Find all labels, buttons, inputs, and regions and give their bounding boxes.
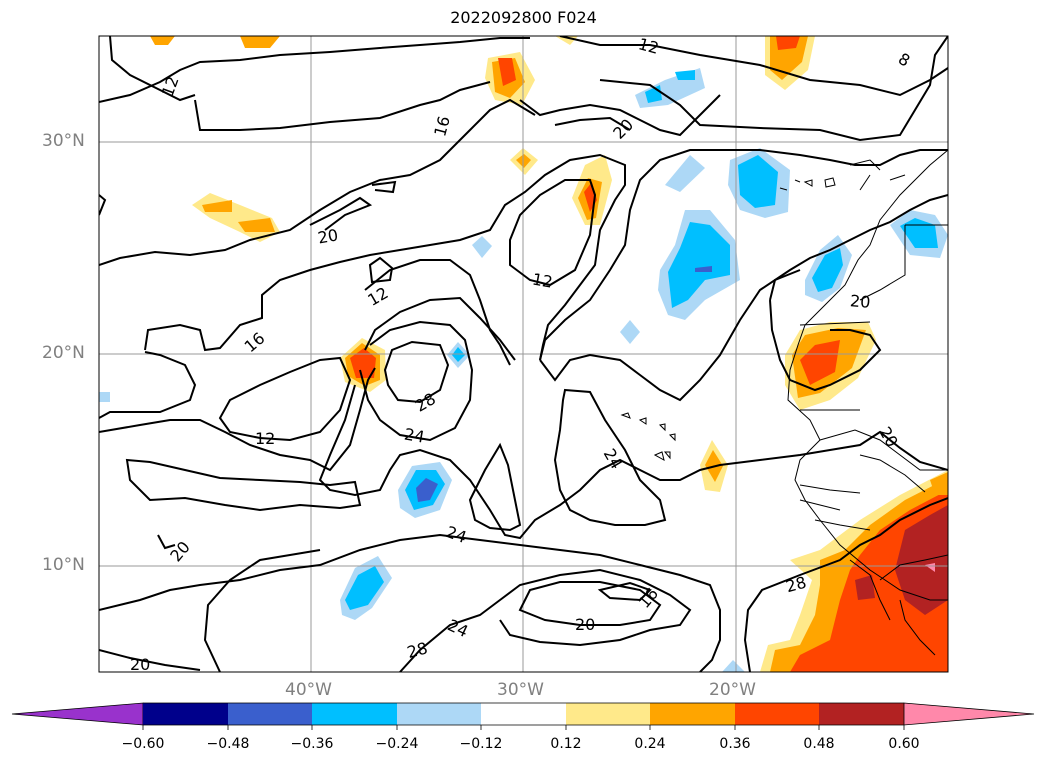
colorbar-segment [735, 703, 819, 725]
colorbar-tick-label: −0.48 [206, 736, 250, 752]
contour-label: 20 [166, 538, 194, 566]
colorbar [11, 702, 1035, 730]
colorbar-tick-label: −0.36 [290, 736, 334, 752]
colorbar-segment [312, 703, 397, 725]
colorbar-low-extend [11, 702, 144, 726]
lon-label: 40°W [285, 680, 332, 700]
colorbar-tick-label: 0.60 [888, 736, 920, 752]
contour-lines [99, 36, 948, 672]
colorbar-segment [143, 703, 228, 725]
contour-label: 28 [405, 638, 430, 662]
lon-label: 20°W [709, 680, 756, 700]
contour-label: 20 [130, 655, 150, 674]
contour-label: 28 [784, 573, 809, 597]
colorbar-tick-label: −0.24 [375, 736, 419, 752]
contour-label: 16 [430, 114, 454, 139]
contour-label: 12 [255, 429, 275, 448]
graticule [99, 36, 948, 672]
contour-label: 12 [158, 74, 183, 100]
map-title: 2022092800 F024 [450, 8, 597, 27]
colorbar-tick-label: −0.60 [121, 736, 165, 752]
colorbar-tick-label: 0.48 [803, 736, 835, 752]
lat-label: 10°N [42, 555, 85, 575]
contour-label: 20 [575, 615, 595, 634]
colorbar-segment [566, 703, 650, 725]
contour-label: 12 [636, 34, 661, 58]
cold-anomaly-fills [99, 68, 948, 672]
lat-label: 30°N [42, 131, 85, 151]
contour-label: 24 [444, 522, 470, 547]
colorbar-high-extend [903, 702, 1035, 726]
colorbar-tick-label: 0.36 [719, 736, 751, 752]
contour-label: 12 [531, 269, 554, 291]
contour-label: 20 [316, 225, 339, 247]
contour-label: 20 [849, 291, 871, 312]
contour-label: 16 [241, 328, 269, 356]
colorbar-tick-label: 0.24 [634, 736, 666, 752]
contour-label: 24 [403, 424, 426, 446]
contour-label: 8 [895, 49, 913, 71]
lon-label: 30°W [497, 680, 544, 700]
colorbar-segment [650, 703, 735, 725]
colorbar-segment [228, 703, 312, 725]
colorbar-segment [481, 703, 566, 725]
lat-label: 20°N [42, 343, 85, 363]
colorbar-tick-label: −0.12 [459, 736, 503, 752]
colorbar-tick-label: 0.12 [550, 736, 582, 752]
map-frame [98, 35, 949, 673]
colorbar-segment [819, 703, 904, 725]
colorbar-segment [397, 703, 481, 725]
